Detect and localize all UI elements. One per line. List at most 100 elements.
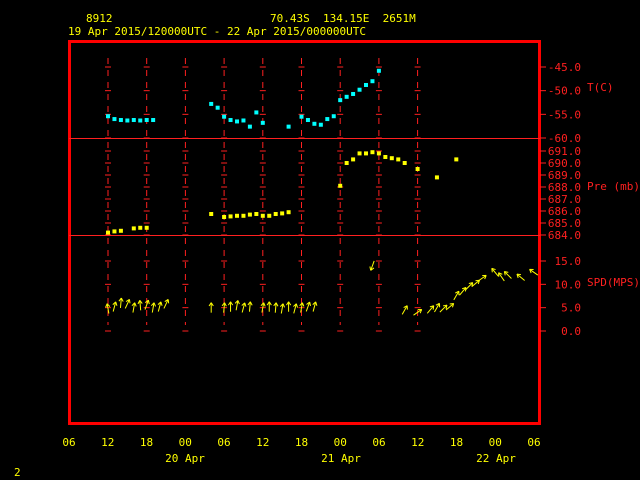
pressure-point: [267, 213, 272, 218]
pressure-point: [235, 213, 239, 218]
pressure-point: [112, 229, 117, 234]
wind-arrow: [439, 304, 448, 313]
wind-arrow: [369, 260, 375, 271]
wind-arrow: [312, 301, 318, 312]
x-tick-label: 06: [62, 436, 75, 449]
pressure-point: [389, 156, 394, 161]
pressure-point: [247, 212, 252, 217]
y-tick-label: 690.0: [548, 157, 581, 170]
pressure-point: [260, 213, 265, 218]
pressure-point: [338, 183, 343, 188]
x-tick-label: 18: [450, 436, 463, 449]
wind-arrow: [453, 290, 460, 301]
x-tick-label: 00: [179, 436, 192, 449]
y-axis-label: T(C): [587, 81, 614, 94]
y-tick-label: 686.0: [548, 205, 581, 218]
temperature-point: [299, 114, 304, 119]
pressure-point: [228, 214, 233, 219]
wind-arrow: [234, 300, 240, 311]
temperature-point: [235, 119, 239, 124]
temperature-point: [318, 122, 323, 127]
x-date-label: 21 Apr: [321, 452, 361, 465]
pressure-point: [364, 151, 368, 156]
wind-arrow: [529, 268, 539, 276]
pressure-point: [222, 215, 227, 219]
pressure-point: [106, 230, 110, 235]
x-date-label: 22 Apr: [476, 452, 516, 465]
x-date-label: 20 Apr: [165, 452, 205, 465]
pressure-point: [357, 151, 362, 156]
wind-arrow: [413, 308, 423, 316]
wind-arrow: [241, 302, 247, 313]
wind-arrow: [477, 274, 487, 282]
pressure-point: [131, 226, 136, 231]
wind-arrow: [208, 302, 214, 313]
wind-arrow: [293, 303, 299, 314]
temperature-point: [364, 82, 368, 87]
wind-series: [105, 260, 539, 316]
y-tick-label: -60.0: [548, 132, 581, 145]
y-tick-label: 688.0: [548, 181, 581, 194]
temperature-point: [260, 120, 265, 125]
temperature-point: [151, 118, 156, 123]
temperature-point: [222, 114, 227, 119]
wind-arrow: [150, 302, 157, 313]
wind-arrow: [105, 303, 111, 314]
temperature-point: [215, 105, 220, 110]
x-tick-label: 06: [372, 436, 385, 449]
y-tick-label: 15.0: [555, 255, 582, 268]
dashed-grid: [105, 58, 421, 332]
y-tick-label: 687.0: [548, 193, 581, 206]
station-position: 70.43S 134.15E 2651M: [270, 12, 416, 25]
x-axis: 06 12 18 00 06 12 18 00 06 12 18 00 06 20 Apr 21 Apr 22…: [62, 436, 540, 465]
y-tick-label: -55.0: [548, 108, 581, 121]
x-tick-label: 18: [295, 436, 308, 449]
wind-arrow: [221, 302, 227, 313]
temperature-point: [228, 118, 233, 123]
wind-arrow: [459, 287, 467, 296]
wind-arrow: [260, 302, 266, 313]
wind-arrow: [279, 303, 286, 314]
page-number: 2: [14, 466, 21, 479]
x-tick-label: 18: [140, 436, 153, 449]
temperature-point: [118, 118, 123, 123]
y-tick-label: -50.0: [548, 85, 581, 98]
pressure-point: [280, 211, 285, 216]
temperature-point: [351, 91, 356, 96]
temperature-point: [125, 118, 130, 123]
wind-arrow: [227, 301, 234, 312]
wind-arrow: [305, 301, 312, 312]
x-tick-label: 00: [334, 436, 347, 449]
pressure-point: [241, 213, 246, 218]
y-tick-label: -45.0: [548, 61, 581, 74]
temperature-point: [112, 117, 117, 122]
pressure-series: [106, 150, 459, 235]
x-tick-label: 12: [256, 436, 269, 449]
temperature-point: [254, 110, 259, 115]
wind-arrow: [426, 305, 435, 314]
wind-arrow: [163, 298, 170, 309]
wind-arrow: [434, 302, 441, 313]
temperature-point: [138, 118, 143, 123]
pressure-point: [254, 212, 259, 216]
temperature-point: [247, 124, 252, 129]
temperature-point: [241, 118, 246, 123]
y-axes: -45.0-50.0-55.0-60.0T(C)691.0690.0689.06…: [540, 61, 640, 338]
wind-arrow: [503, 270, 512, 279]
temperature-point: [376, 68, 381, 73]
wind-arrow: [144, 299, 150, 310]
y-tick-label: 10.0: [555, 278, 582, 291]
pressure-point: [118, 228, 123, 233]
x-tick-label: 06: [527, 436, 540, 449]
temperature-point: [286, 124, 291, 129]
wind-arrow: [516, 273, 525, 281]
pressure-point: [351, 157, 356, 162]
station-id: 8912: [86, 12, 113, 25]
temperature-point: [144, 118, 149, 123]
wind-arrow: [118, 297, 124, 309]
x-tick-label: 00: [489, 436, 502, 449]
pressure-point: [454, 157, 459, 162]
pressure-point: [383, 155, 388, 159]
temperature-point: [370, 79, 375, 84]
